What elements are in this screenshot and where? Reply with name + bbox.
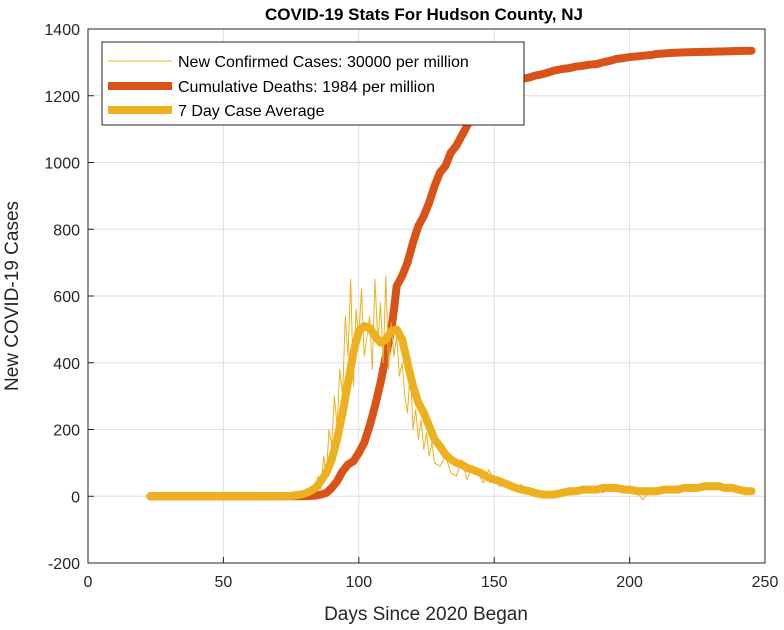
y-tick-label: 600 [53,289,80,306]
y-tick-label: 0 [71,489,80,506]
legend-label-7-day-average: 7 Day Case Average [178,103,325,120]
x-tick-label: 150 [481,574,508,591]
x-tick-label: 200 [616,574,643,591]
legend-label-cumulative-deaths: Cumulative Deaths: 1984 per million [178,79,435,96]
y-tick-label: -200 [48,556,80,573]
series-line-new-cases [149,275,752,501]
legend: New Confirmed Cases: 30000 per million C… [101,41,525,126]
series-line-7-day-average [146,322,756,501]
y-tick-label: 800 [53,222,80,239]
y-axis-label: New COVID-19 Cases [2,201,23,391]
x-tick-label: 50 [215,574,233,591]
y-tick-label: 400 [53,356,80,373]
x-tick-label: 0 [84,574,93,591]
chart-title: COVID-19 Stats For Hudson County, NJ [265,5,583,24]
legend-box [101,41,525,126]
x-tick-label: 250 [752,574,779,591]
y-tick-label: 200 [53,423,80,440]
x-tick-label: 100 [345,574,372,591]
legend-label-new-cases: New Confirmed Cases: 30000 per million [178,54,469,71]
x-axis-label: Days Since 2020 Began [324,604,528,625]
y-tick-label: 1000 [44,156,80,173]
y-tick-label: 1200 [44,89,80,106]
y-tick-label: 1400 [44,22,80,39]
